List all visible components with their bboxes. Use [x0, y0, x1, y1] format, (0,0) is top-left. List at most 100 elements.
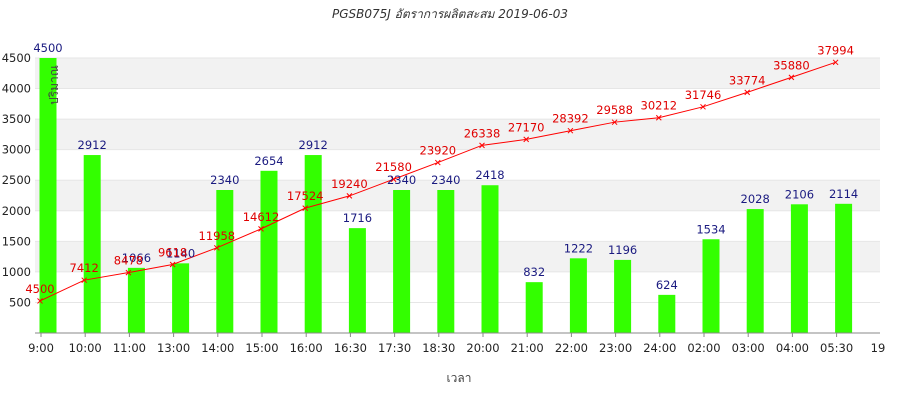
line-point — [258, 226, 264, 232]
x-tick-label: 20:00 — [466, 341, 499, 355]
y-tick-label: 4000 — [2, 82, 31, 96]
bar — [790, 204, 808, 333]
line-value-label: 14612 — [243, 210, 280, 224]
bar-value-label: 2028 — [741, 192, 770, 206]
chart-title: PGSB075J อัตราการผลิตสะสม 2019-06-03 — [332, 7, 568, 21]
y-tick-label: 2500 — [2, 173, 31, 187]
bar — [393, 190, 411, 333]
bar — [525, 282, 543, 333]
line-point — [832, 59, 839, 66]
bar-value-label: 1066 — [122, 251, 151, 265]
line-value-label: 31746 — [685, 88, 722, 102]
y-axis-title: ปริมาณ — [47, 65, 61, 105]
x-tick-label: 13:00 — [157, 341, 190, 355]
line-point — [169, 261, 176, 268]
bar-value-label: 2114 — [829, 187, 858, 201]
bar — [614, 259, 632, 333]
line-value-label: 26338 — [464, 126, 501, 140]
x-tick-label: 24:00 — [643, 341, 676, 355]
x-tick-label: 15:00 — [245, 341, 278, 355]
line-series — [37, 59, 839, 304]
x-tick-label: 17:30 — [378, 341, 411, 355]
bar — [260, 170, 278, 333]
line-value-label: 23920 — [420, 144, 457, 158]
line-value-label: 9618 — [158, 245, 187, 259]
y-tick-label: 1500 — [2, 234, 31, 248]
x-tick-labels: 9:00 10:00 11:00 13:00 14:00 15:00 16:00 16:30 1… — [28, 333, 885, 355]
line-point — [611, 119, 618, 126]
y-tick-label: 500 — [9, 295, 31, 309]
bar-value-label: 2654 — [254, 154, 283, 168]
line-value-label: 28392 — [552, 112, 589, 126]
line-value-label: 29588 — [596, 103, 633, 117]
line-point — [37, 298, 43, 304]
line-point — [655, 114, 662, 121]
y-tick-labels: 500 1000 1500 2000 2500 3000 3500 4000 4500 — [2, 51, 31, 309]
bar — [658, 294, 676, 333]
bar-value-label: 2340 — [431, 173, 460, 187]
y-tick-label: 4500 — [2, 51, 31, 65]
x-tick-label: 9:00 — [28, 341, 54, 355]
line-value-label: 27170 — [508, 120, 545, 134]
line-point — [81, 277, 88, 284]
bar-value-label: 1716 — [343, 211, 372, 225]
bar-value-label: 2912 — [299, 138, 328, 152]
bar-value-label: 832 — [523, 265, 545, 279]
bar — [746, 209, 764, 333]
bar — [304, 155, 322, 333]
bar — [348, 228, 366, 333]
line-value-label: 7412 — [70, 261, 99, 275]
bar-value-label: 2418 — [475, 168, 504, 182]
line-point — [567, 127, 574, 134]
line-point — [213, 244, 220, 251]
line-value-label: 17524 — [287, 189, 324, 203]
bar — [569, 258, 587, 333]
line-point — [479, 142, 485, 149]
line-point — [700, 103, 706, 110]
bar — [437, 190, 455, 333]
bar-value-label: 2912 — [78, 138, 107, 152]
line-point — [346, 193, 353, 199]
x-tick-label: 16:30 — [334, 341, 367, 355]
line-value-label: 4500 — [25, 282, 54, 296]
line-point — [788, 74, 795, 81]
line-value-label: 37994 — [817, 43, 854, 57]
bar — [83, 155, 101, 333]
x-tick-label: 02:00 — [687, 341, 720, 355]
line-value-label: 30212 — [641, 99, 678, 113]
x-tick-label: 05:30 — [820, 341, 853, 355]
x-axis-title: เวลา — [447, 371, 472, 385]
y-tick-label: 1000 — [2, 265, 31, 279]
line-value-label: 21580 — [375, 160, 412, 174]
bar-value-label: 2340 — [210, 173, 239, 187]
bar — [481, 185, 499, 333]
x-tick-label: 22:00 — [555, 341, 588, 355]
bar-value-label: 2106 — [785, 187, 814, 201]
bar-value-label: 1196 — [608, 243, 637, 257]
grid-band — [35, 58, 880, 89]
bar — [216, 190, 234, 333]
line-value-label: 35880 — [773, 58, 810, 72]
x-tick-label: 21:00 — [511, 341, 544, 355]
line-value-label: 19240 — [331, 177, 368, 191]
x-tick-label: 11:00 — [113, 341, 146, 355]
x-tick-label: 19 — [871, 341, 886, 355]
x-tick-label: 14:00 — [201, 341, 234, 355]
x-tick-label: 23:00 — [599, 341, 632, 355]
bar-value-label: 624 — [656, 278, 678, 292]
line-value-label: 33774 — [729, 73, 766, 87]
bar — [172, 263, 190, 333]
line-point — [434, 159, 441, 166]
bar — [835, 203, 853, 333]
line-data-labels: 4500 7412 8478 9618 11958 14612 17524 19240 2158… — [25, 43, 854, 296]
y-tick-label: 2000 — [2, 204, 31, 218]
line-point — [390, 176, 397, 183]
grid-band — [35, 180, 880, 211]
bar-value-label: 4500 — [33, 41, 62, 55]
bar — [39, 58, 57, 333]
x-tick-label: 04:00 — [776, 341, 809, 355]
bar — [702, 239, 720, 333]
y-tick-label: 3000 — [2, 143, 31, 157]
